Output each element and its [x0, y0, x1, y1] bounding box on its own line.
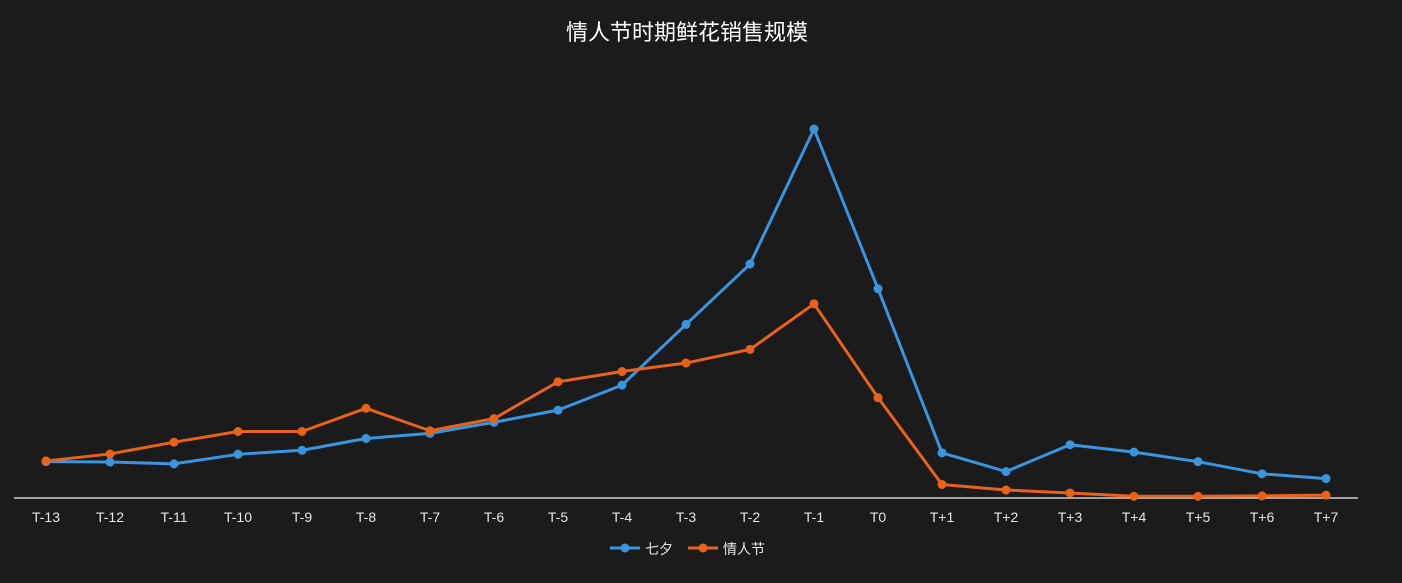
x-tick-label: T-5 [548, 509, 568, 525]
legend-marker [698, 543, 708, 553]
data-point[interactable] [361, 433, 371, 443]
x-tick-label: T-11 [161, 509, 188, 525]
legend[interactable]: 七夕 情人节 [610, 542, 765, 558]
data-point[interactable] [1257, 491, 1267, 501]
legend-label: 情人节 [723, 542, 765, 558]
data-point[interactable] [681, 319, 691, 329]
data-point[interactable] [361, 403, 371, 413]
data-point[interactable] [1001, 485, 1011, 495]
data-point[interactable] [297, 426, 307, 436]
data-point[interactable] [617, 367, 627, 377]
data-point[interactable] [1129, 447, 1139, 457]
x-tick-label: T+5 [1186, 509, 1211, 525]
legend-marker [620, 543, 630, 553]
x-tick-label: T+6 [1250, 509, 1275, 525]
x-tick-label: T-6 [484, 509, 504, 525]
x-tick-label: T-9 [292, 509, 312, 525]
legend-item[interactable]: 情人节 [688, 542, 765, 558]
x-tick-label: T+4 [1122, 509, 1147, 525]
data-point[interactable] [169, 459, 179, 469]
data-point[interactable] [873, 393, 883, 403]
chart-title: 情人节时期鲜花销售规模 [566, 21, 808, 46]
x-tick-label: T0 [870, 509, 887, 525]
x-tick-label: T-10 [224, 509, 252, 525]
data-point[interactable] [553, 405, 563, 415]
data-point[interactable] [617, 380, 627, 390]
x-tick-label: T-13 [32, 509, 60, 525]
data-point[interactable] [937, 479, 947, 489]
x-tick-label: T-1 [804, 509, 824, 525]
data-point[interactable] [809, 299, 819, 309]
data-point[interactable] [105, 457, 115, 467]
data-point[interactable] [1193, 457, 1203, 467]
x-tick-label: T-12 [96, 509, 124, 525]
data-point[interactable] [1001, 467, 1011, 477]
data-point[interactable] [169, 437, 179, 447]
series-line [44, 302, 1328, 498]
x-tick-label: T+2 [994, 509, 1019, 525]
data-point[interactable] [937, 448, 947, 458]
data-point[interactable] [681, 358, 691, 368]
data-point[interactable] [1321, 474, 1331, 484]
x-tick-label: T-2 [740, 509, 760, 525]
series-1 [41, 299, 1331, 501]
x-tick-labels: T-13 T-12 T-11 T-10 T-9 T-8 T-7 T-6 T-5 T-4 T-3 T-2… [32, 509, 1338, 525]
data-point[interactable] [1193, 491, 1203, 501]
x-tick-label: T-3 [676, 509, 696, 525]
series-layer [41, 124, 1331, 501]
data-point[interactable] [489, 414, 499, 424]
data-point[interactable] [1129, 491, 1139, 501]
series-line [44, 127, 1328, 481]
x-tick-label: T-4 [612, 509, 632, 525]
data-point[interactable] [745, 344, 755, 354]
data-point[interactable] [425, 426, 435, 436]
data-point[interactable] [745, 259, 755, 269]
data-point[interactable] [297, 445, 307, 455]
x-tick-label: T+7 [1314, 509, 1339, 525]
x-tick-label: T-8 [356, 509, 376, 525]
data-point[interactable] [809, 124, 819, 134]
x-tick-label: T+3 [1058, 509, 1083, 525]
data-point[interactable] [873, 284, 883, 294]
data-point[interactable] [233, 449, 243, 459]
data-point[interactable] [553, 377, 563, 387]
data-point[interactable] [1065, 440, 1075, 450]
x-tick-label: T-7 [420, 509, 440, 525]
x-tick-label: T+1 [930, 509, 955, 525]
data-point[interactable] [233, 426, 243, 436]
legend-item[interactable]: 七夕 [610, 542, 673, 558]
legend-label: 七夕 [645, 542, 673, 558]
data-point[interactable] [1065, 488, 1075, 498]
data-point[interactable] [41, 456, 51, 466]
data-point[interactable] [1257, 469, 1267, 479]
data-point[interactable] [1321, 490, 1331, 500]
data-point[interactable] [105, 449, 115, 459]
